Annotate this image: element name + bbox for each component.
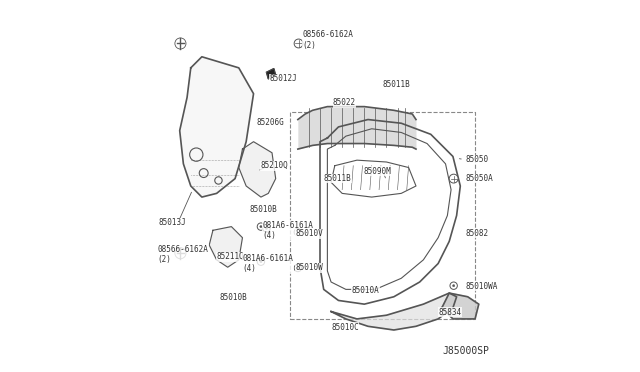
- Circle shape: [294, 264, 301, 272]
- Text: 85050: 85050: [465, 155, 488, 164]
- Text: 85010W: 85010W: [295, 263, 323, 272]
- Circle shape: [266, 227, 268, 230]
- Text: 85834: 85834: [438, 308, 461, 317]
- Circle shape: [449, 174, 458, 183]
- Text: 85013J: 85013J: [158, 218, 186, 227]
- Circle shape: [260, 260, 262, 263]
- Circle shape: [450, 282, 458, 289]
- Circle shape: [452, 285, 455, 287]
- Text: J85000SP: J85000SP: [443, 346, 490, 356]
- Text: 081A6-6161A
(4): 081A6-6161A (4): [243, 254, 293, 273]
- Text: 85012J: 85012J: [269, 74, 297, 83]
- Text: 08566-6162A
(2): 08566-6162A (2): [157, 245, 209, 264]
- Text: 85010V: 85010V: [295, 230, 323, 238]
- Circle shape: [294, 228, 301, 236]
- Circle shape: [257, 223, 264, 230]
- Text: 85010B: 85010B: [220, 293, 247, 302]
- Polygon shape: [239, 142, 276, 197]
- Circle shape: [294, 39, 303, 48]
- Text: 85022: 85022: [333, 99, 356, 108]
- Text: 85082: 85082: [465, 229, 488, 238]
- Text: 85010A: 85010A: [351, 286, 379, 295]
- Text: 85210Q: 85210Q: [260, 161, 288, 170]
- Text: 85011B: 85011B: [383, 80, 410, 89]
- Text: 85211Q: 85211Q: [216, 252, 244, 262]
- Text: 081A6-6161A
(4): 081A6-6161A (4): [263, 221, 314, 240]
- Text: 85050A: 85050A: [465, 174, 493, 183]
- Circle shape: [297, 267, 299, 269]
- Text: 85206G: 85206G: [257, 118, 284, 127]
- Text: 85090M: 85090M: [364, 167, 391, 176]
- Text: 85010WA: 85010WA: [465, 282, 497, 291]
- Polygon shape: [209, 227, 243, 267]
- Circle shape: [257, 258, 264, 265]
- Text: 85010B: 85010B: [250, 205, 278, 215]
- Polygon shape: [180, 57, 253, 197]
- Circle shape: [297, 231, 299, 233]
- Polygon shape: [331, 293, 456, 330]
- Polygon shape: [266, 68, 276, 79]
- Circle shape: [260, 225, 262, 228]
- Circle shape: [263, 225, 270, 232]
- Text: 85011B: 85011B: [324, 174, 351, 183]
- Text: 08566-6162A
(2): 08566-6162A (2): [302, 31, 353, 50]
- Polygon shape: [442, 293, 479, 319]
- Text: 85010C: 85010C: [331, 323, 359, 331]
